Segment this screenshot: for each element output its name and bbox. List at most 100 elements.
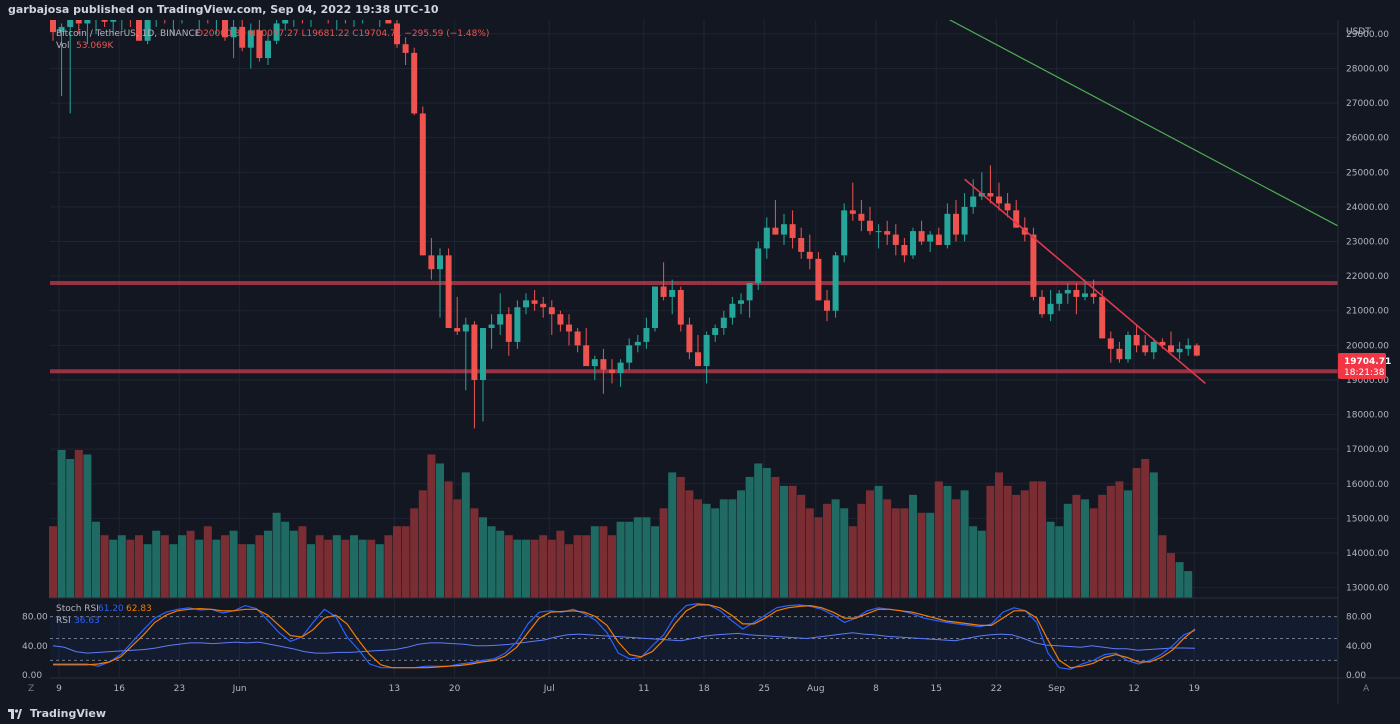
auto-scale-icon[interactable]: A (1363, 684, 1370, 694)
candle-body (385, 9, 392, 24)
price-axis[interactable]: 29000.00 28000.00 27000.00 26000.00 25000.00… (1346, 30, 1389, 594)
time-tick-label: 19 (1188, 684, 1200, 694)
volume-bar (1098, 494, 1107, 598)
volume-bar (960, 490, 969, 598)
candle-body (462, 324, 469, 332)
candle-body (867, 220, 873, 232)
candle-body (1047, 303, 1054, 315)
oscillator-axis: 80.00 80.00 40.00 40.00 0.00 0.00 (22, 613, 1372, 681)
volume-bar (246, 544, 255, 598)
candle-body (626, 345, 633, 363)
green-trendline[interactable] (904, 0, 1339, 227)
volume-bar (1055, 526, 1064, 598)
candle-body (695, 352, 701, 367)
volume-bar (866, 490, 874, 598)
volume-bar (109, 539, 118, 598)
volume-bar (272, 512, 281, 598)
candle-body (789, 224, 796, 239)
published-line: garbajosa published on TradingView.com, … (0, 0, 1400, 20)
candle-body (798, 238, 805, 252)
volume-bar (702, 503, 711, 598)
legend-ohlc: O20000.30 H20057.27 L19681.22 C19704.71 … (196, 29, 489, 39)
volume-bar (66, 458, 75, 598)
volume-bar (375, 544, 384, 598)
horizontal-levels[interactable] (50, 281, 1338, 374)
volume-bar (616, 521, 625, 598)
candle-body (970, 196, 977, 207)
candle-body (445, 255, 452, 329)
volume-bar (771, 476, 780, 598)
volume-bar (547, 539, 556, 598)
candle-body (1116, 348, 1123, 360)
candle-body (755, 248, 762, 284)
candle-body (1082, 293, 1088, 297)
volume-bar (444, 481, 453, 598)
volume-bar (1038, 481, 1046, 598)
volume-bar (1184, 571, 1193, 598)
volume-bar (728, 499, 737, 598)
volume-bar (952, 499, 960, 598)
candle-body (247, 30, 254, 48)
chart-area[interactable]: 29000.00 28000.00 27000.00 26000.00 25000.00… (0, 0, 1400, 704)
stoch-rsi-label[interactable]: Stoch RSI (56, 604, 99, 614)
candle-body (1039, 296, 1045, 315)
volume-bar (900, 508, 909, 598)
volume-bar (1020, 490, 1029, 598)
candle-body (996, 196, 1002, 204)
zoom-icon[interactable]: Z (28, 684, 34, 694)
candle-body (1004, 203, 1011, 211)
candle-body (858, 213, 865, 221)
volume-bar (350, 535, 358, 598)
candle-body (531, 300, 538, 304)
volume-bar (659, 508, 668, 598)
trendlines[interactable] (904, 0, 1339, 385)
last-price-tag[interactable] (1338, 353, 1386, 379)
candle-body (282, 20, 289, 24)
currency-label: USDT (1346, 27, 1371, 37)
volume-bar (203, 526, 212, 598)
candle-body (591, 359, 598, 367)
price-tick-label: 19000.00 (1346, 376, 1389, 386)
legend-symbol[interactable]: Bitcoin / TetherUS, 1D, BINANCE (56, 29, 201, 39)
candle-body (892, 234, 899, 245)
support-resistance-line[interactable] (50, 281, 1338, 286)
volume-bar (307, 544, 315, 598)
volume-bar (1072, 494, 1081, 598)
candle-body (58, 26, 65, 33)
candle-body (1099, 296, 1106, 339)
support-resistance-line[interactable] (50, 369, 1338, 374)
legend-volume-value: 53.069K (76, 41, 114, 51)
volume-bar (1063, 503, 1072, 598)
red-trendline[interactable] (964, 178, 1206, 385)
volume-bar (797, 494, 806, 598)
volume-bars (49, 450, 1193, 598)
volume-bar (625, 521, 634, 598)
candle-body (514, 307, 521, 342)
candle-body (918, 231, 925, 242)
candle-body (772, 227, 779, 235)
candle-body (265, 40, 271, 59)
candle-body (1168, 345, 1174, 353)
volume-bar (883, 499, 892, 598)
candle-body (643, 328, 650, 342)
rsi-label[interactable]: RSI (56, 616, 71, 626)
candle-body (1030, 234, 1037, 297)
volume-bar (367, 539, 376, 598)
candlestick-chart[interactable]: 29000.00 28000.00 27000.00 26000.00 25000.00… (0, 0, 1400, 704)
volume-bar (977, 530, 986, 598)
candle-body (944, 213, 951, 245)
candle-body (540, 303, 547, 308)
volume-bar (229, 530, 238, 598)
candle-body (703, 334, 710, 367)
volume-bar (1115, 481, 1124, 598)
volume-bar (1089, 508, 1098, 598)
volume-bar (539, 535, 548, 598)
volume-bar (358, 539, 367, 598)
candle-body (875, 231, 882, 233)
candle-body (566, 324, 572, 332)
volume-bar (487, 526, 496, 598)
volume-bar (694, 499, 702, 598)
volume-bar (1012, 494, 1021, 598)
candle-body (609, 369, 615, 374)
time-axis[interactable]: 9 16 23 Jun 13 20 Jul 11 18 25 Aug 8 15 22 Sep 12 19 (56, 684, 1200, 694)
